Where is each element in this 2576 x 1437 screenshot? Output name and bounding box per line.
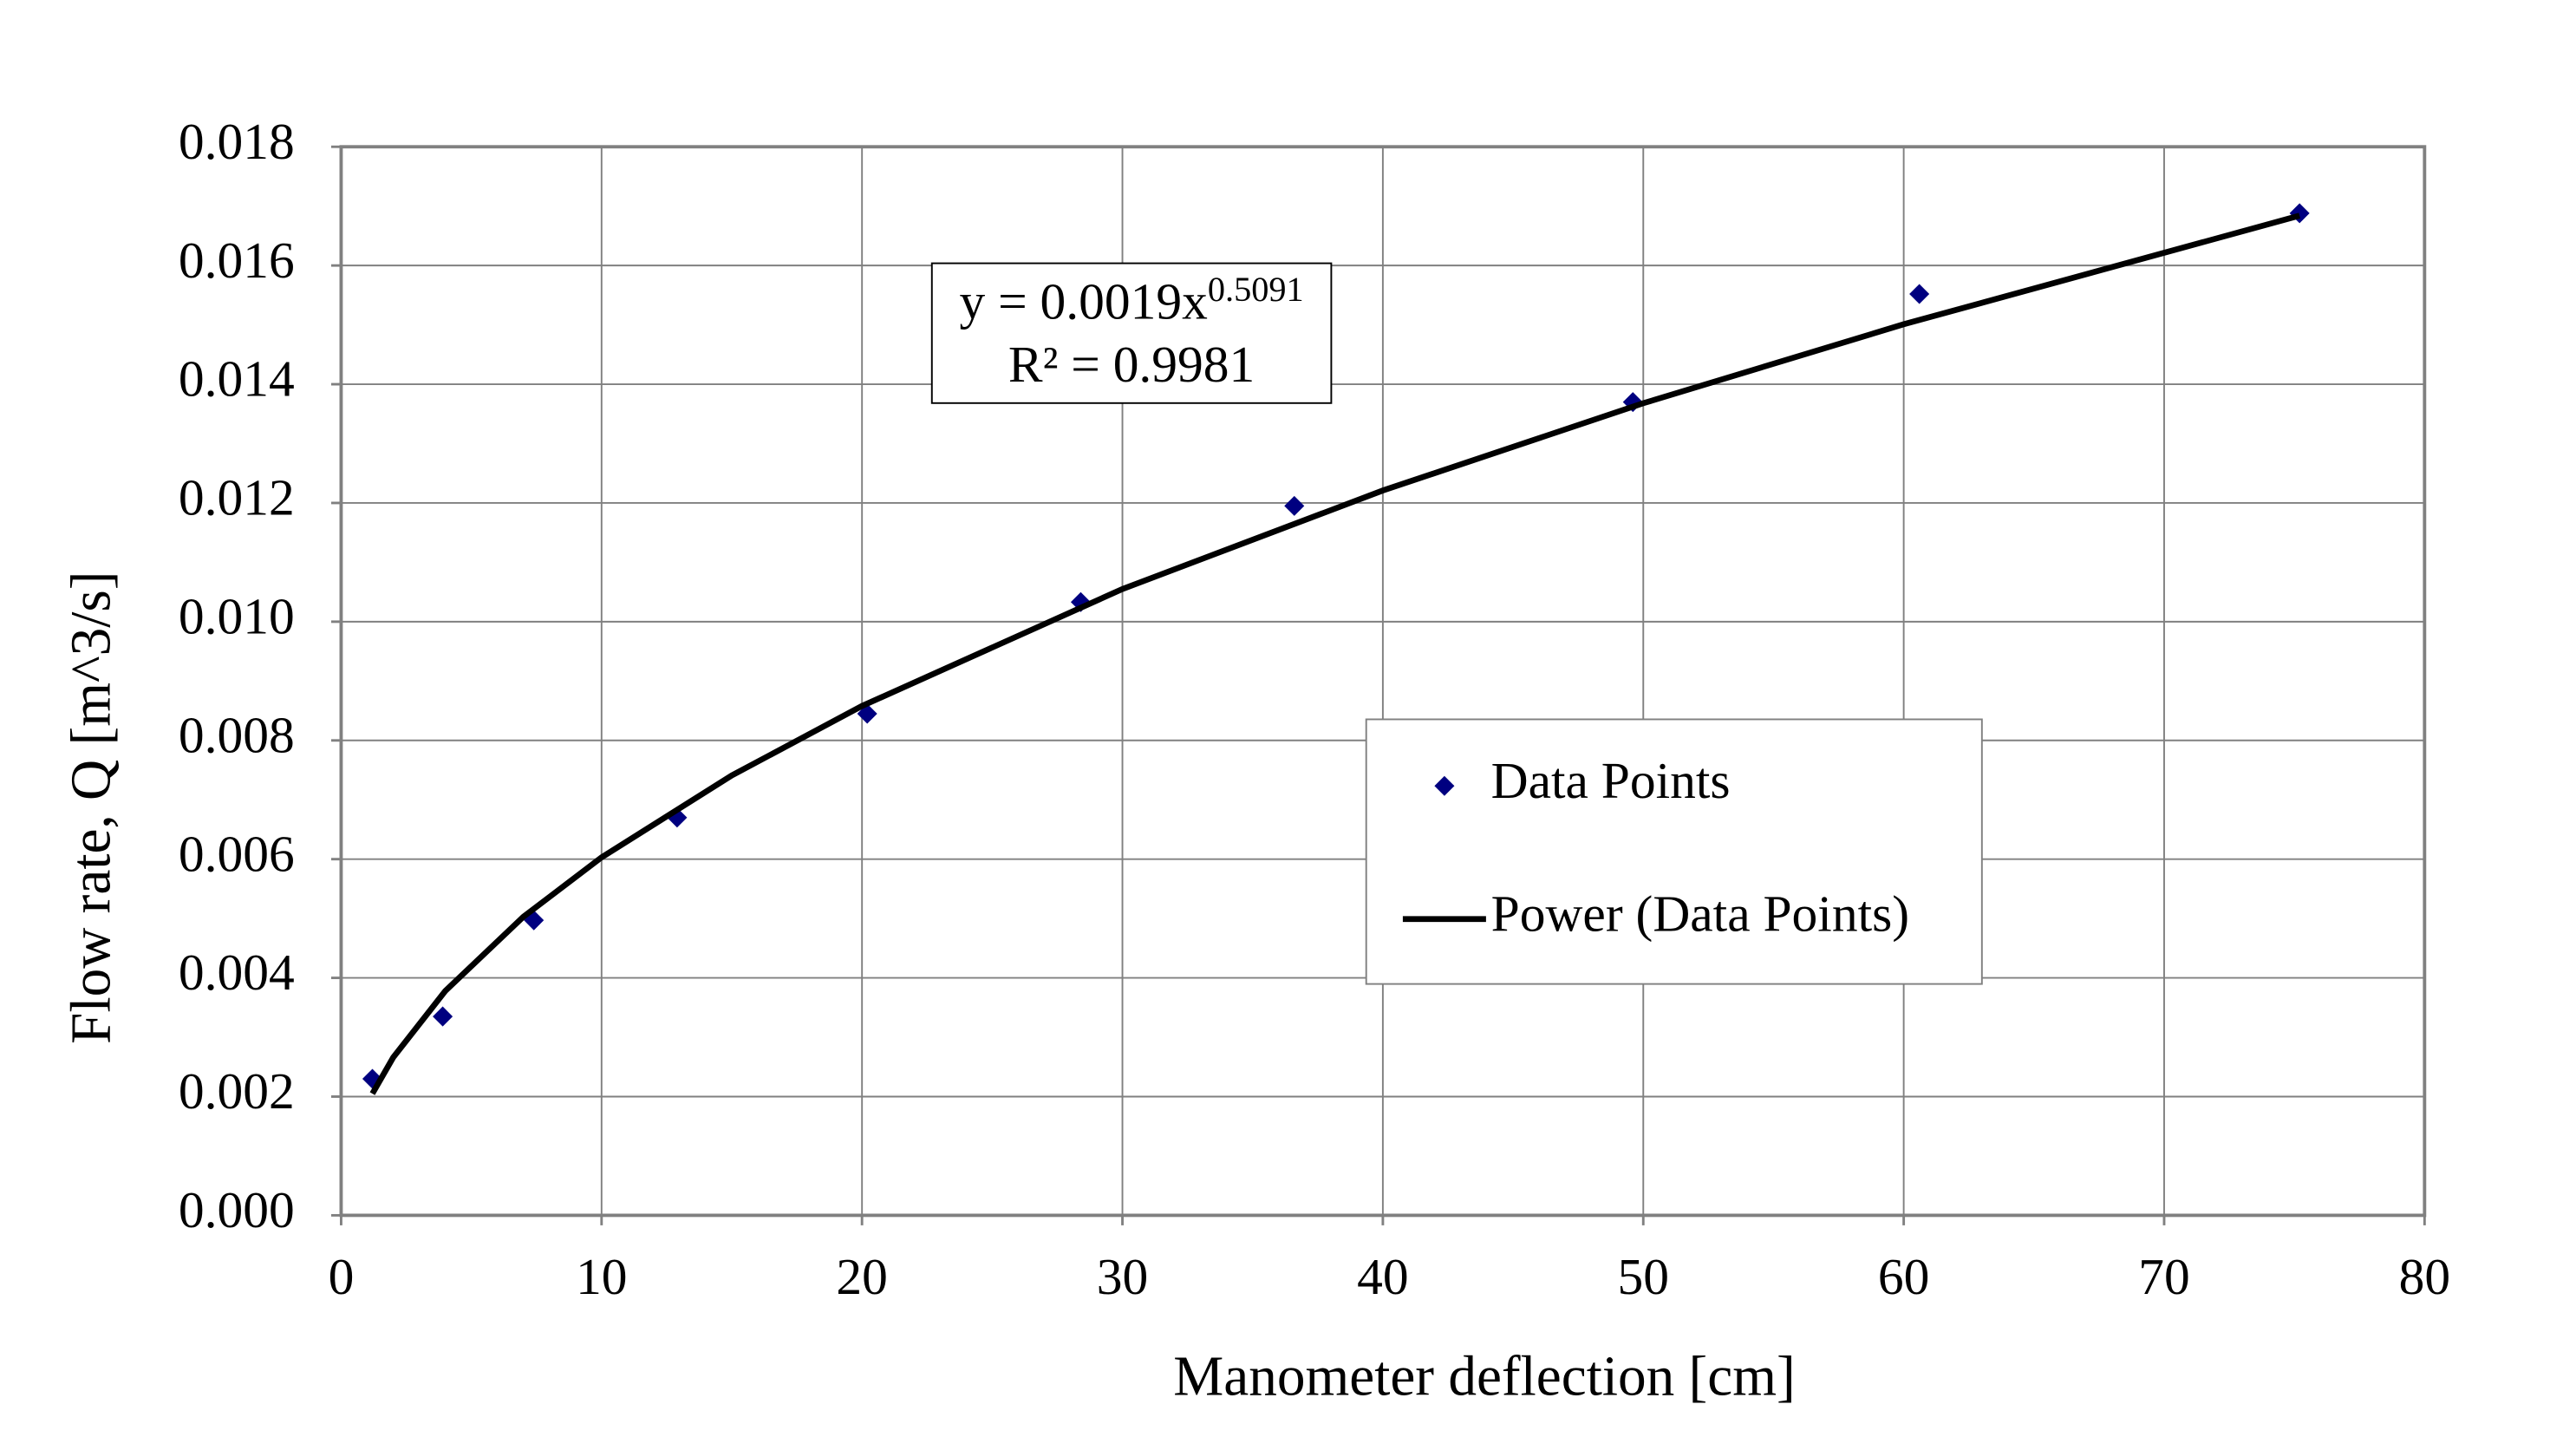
data-point — [1909, 284, 1930, 304]
x-tick-label: 80 — [2399, 1248, 2450, 1305]
x-axis-label: Manometer deflection [cm] — [1173, 1345, 1795, 1408]
x-tick-label: 30 — [1097, 1248, 1148, 1305]
y-tick-label: 0.004 — [179, 944, 295, 1001]
r-squared: R² = 0.9981 — [1008, 336, 1255, 393]
x-tick-label: 50 — [1618, 1248, 1669, 1305]
x-tick-label: 0 — [329, 1248, 355, 1305]
equation-base: y = 0.0019x — [959, 272, 1208, 330]
y-tick-label: 0.010 — [179, 588, 295, 645]
equation-box — [930, 262, 1333, 404]
equation: y = 0.0019x0.5091 — [959, 270, 1303, 330]
y-axis-label: Flow rate, Q [m^3/s] — [60, 572, 122, 1044]
plot-frame — [339, 145, 2427, 1218]
y-tick-label: 0.002 — [179, 1062, 295, 1120]
y-tick-label: 0.012 — [179, 469, 295, 526]
trend-line — [369, 212, 2301, 1095]
legend-marker — [1434, 775, 1455, 796]
y-tick-label: 0.014 — [179, 350, 295, 408]
y-tick-label: 0.006 — [179, 825, 295, 882]
y-tick-label: 0.008 — [179, 706, 295, 763]
legend-label: Power (Data Points) — [1491, 885, 1909, 942]
legend-box — [1365, 718, 1983, 985]
x-tick-label: 10 — [576, 1248, 627, 1305]
legend-label: Data Points — [1491, 752, 1731, 809]
y-tick-label: 0.016 — [179, 232, 295, 289]
y-tick-label: 0.000 — [179, 1181, 295, 1238]
equation-exponent: 0.5091 — [1208, 270, 1304, 309]
x-tick-label: 40 — [1357, 1248, 1408, 1305]
x-tick-label: 60 — [1878, 1248, 1929, 1305]
y-tick-label: 0.018 — [179, 113, 295, 170]
x-tick-label: 70 — [2138, 1248, 2189, 1305]
x-tick-label: 20 — [836, 1248, 887, 1305]
